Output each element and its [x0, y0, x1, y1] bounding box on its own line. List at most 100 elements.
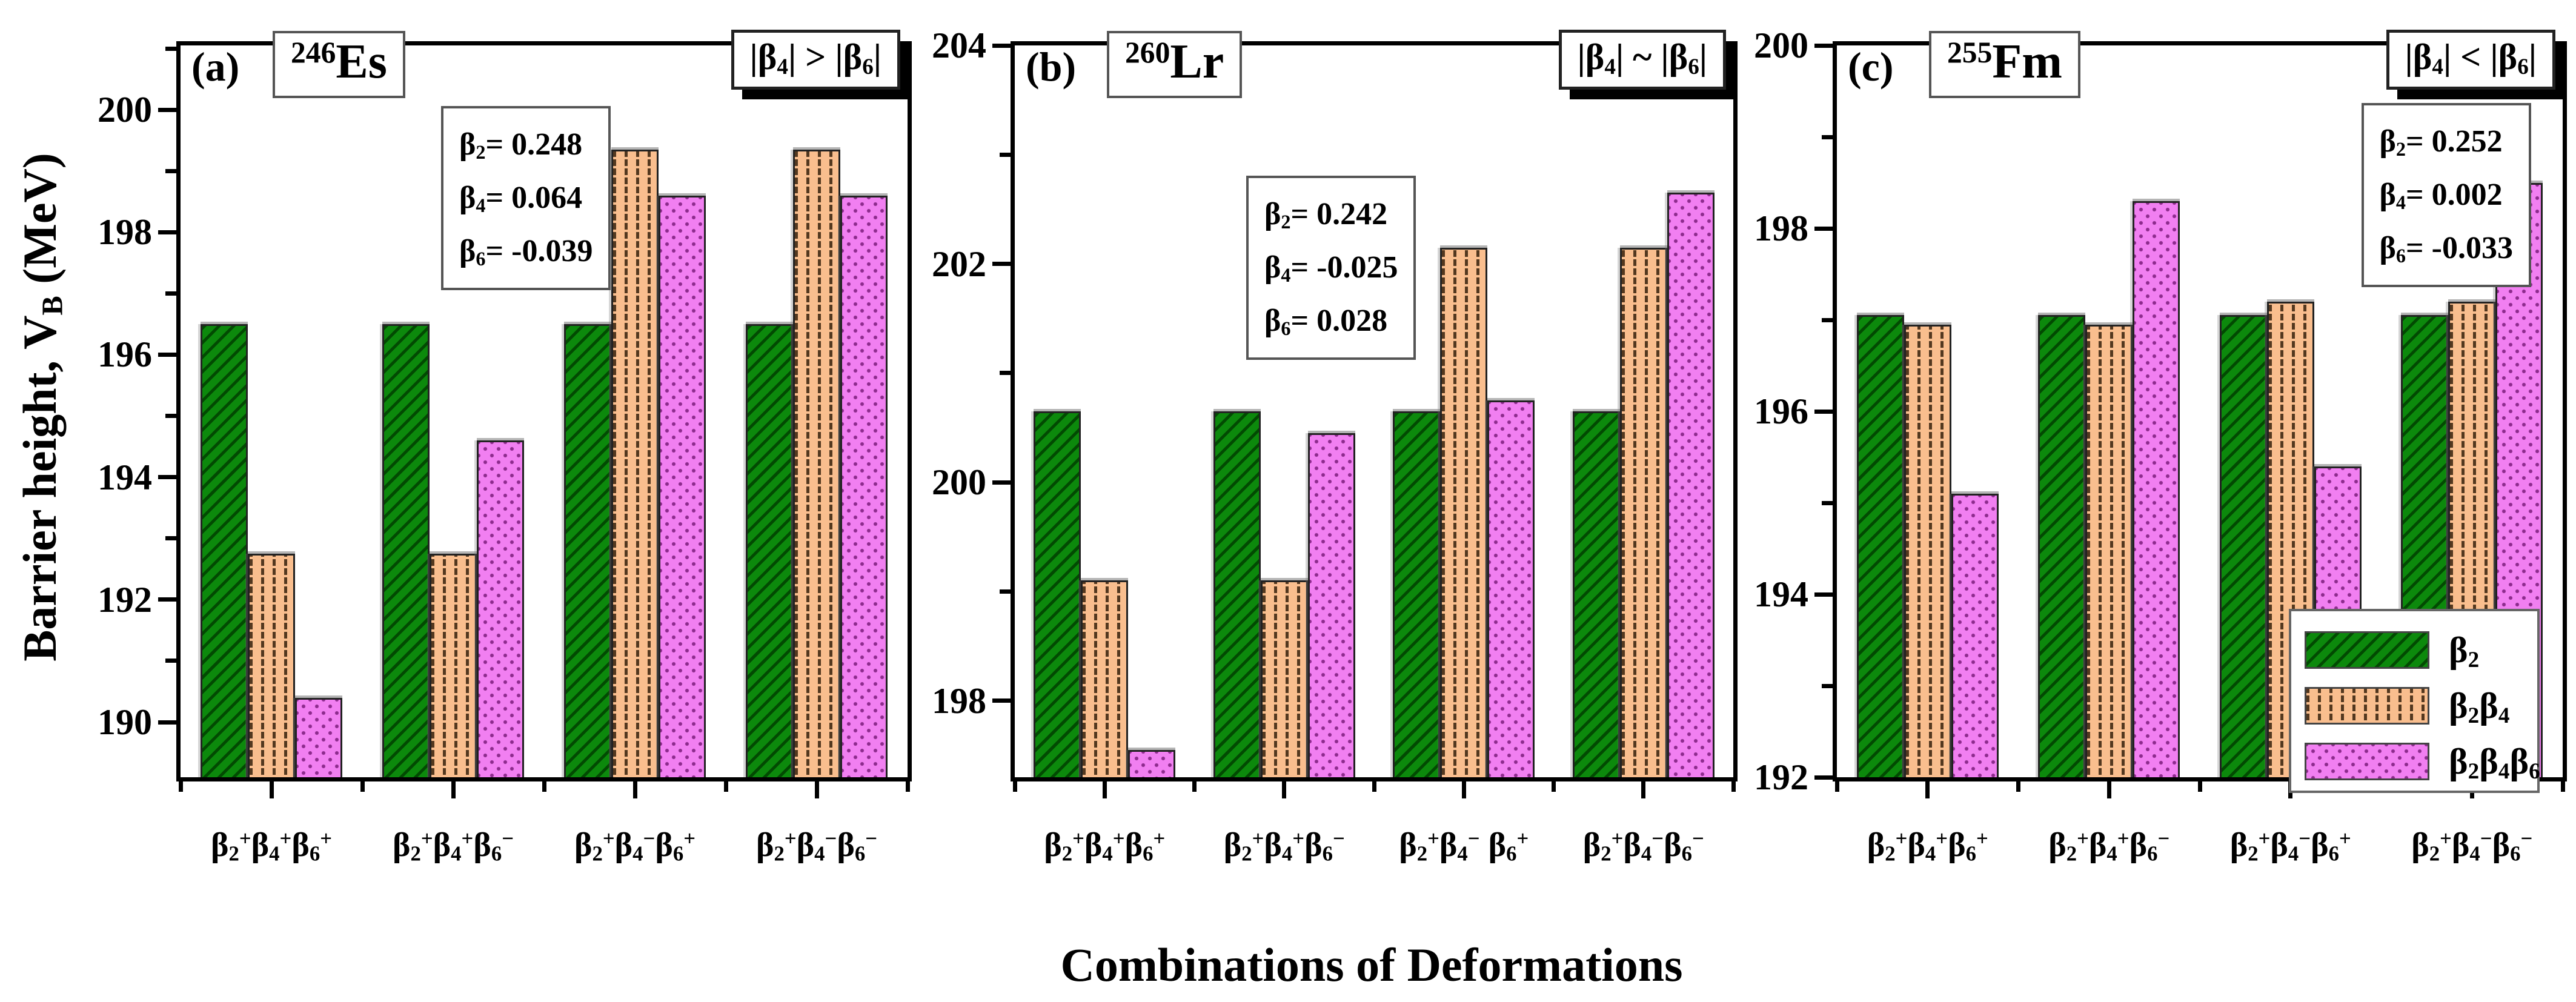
legend-label-2: β2β4 — [2449, 685, 2510, 728]
y-major-tick — [1814, 226, 1833, 231]
y-minor-tick — [1000, 152, 1011, 157]
y-tick-label: 204 — [932, 25, 986, 65]
x-category-tick — [1641, 781, 1646, 798]
y-major-tick — [1814, 592, 1833, 597]
bar-panelb-series3-group1 — [1128, 749, 1176, 777]
bar-panelc-series3-group2 — [2133, 201, 2180, 777]
x-boundary-tick — [1012, 781, 1017, 792]
legend-swatch-2 — [2305, 687, 2429, 725]
bar-panelb-series1-group3 — [1393, 411, 1441, 777]
x-category-label: β2+β4−β6+ — [2229, 826, 2351, 866]
legend-swatch-1 — [2305, 631, 2429, 669]
x-boundary-tick — [1552, 781, 1556, 792]
bar-panela-series2-group1 — [248, 554, 295, 777]
x-category-tick — [2106, 781, 2111, 798]
y-minor-tick — [1000, 371, 1011, 376]
panel-c-plot: 192 194 196 198 200 β2+β4+β6+ β2+β4+β6− β2+β4−β… — [1754, 25, 2567, 864]
x-category-tick — [451, 781, 456, 798]
y-major-tick — [158, 597, 176, 602]
x-boundary-tick — [1192, 781, 1197, 792]
bar-panelb-series1-group4 — [1572, 411, 1620, 777]
y-tick-label: 198 — [932, 680, 986, 721]
y-tick-label: 194 — [1754, 574, 1808, 614]
x-boundary-tick — [2197, 781, 2202, 792]
y-major-tick — [158, 720, 176, 725]
panel-b-plot: 198 200 202 204 β2+β4+β6+ β2+β4+β6− β2+β4− β6+… — [932, 25, 1738, 864]
x-category-tick — [1282, 781, 1287, 798]
condition-box-b: |β4| ~ |β6| — [1558, 30, 1726, 90]
legend-item-3: β2β4β6 — [2305, 734, 2540, 789]
x-boundary-tick — [2560, 781, 2565, 792]
legend: β2 β2β4 β2β4β6 — [2289, 609, 2540, 793]
x-category-label: β2+β4+β6− — [392, 826, 514, 866]
condition-box-a: |β4| > |β6| — [731, 30, 900, 90]
x-category-tick — [632, 781, 637, 798]
y-tick-label: 196 — [98, 334, 152, 375]
y-tick-label: 198 — [98, 212, 152, 253]
y-major-tick — [1814, 43, 1833, 48]
bar-panela-series1-group1 — [201, 323, 248, 777]
panel-label-c: (c) — [1848, 44, 1894, 90]
bar-panelb-series3-group4 — [1667, 193, 1715, 777]
legend-label-3: β2β4β6 — [2449, 741, 2540, 784]
y-minor-tick — [1000, 589, 1011, 594]
bar-panela-series1-group3 — [564, 323, 611, 777]
y-major-tick — [992, 262, 1011, 267]
y-minor-tick — [1822, 134, 1833, 139]
panel-label-a: (a) — [191, 44, 240, 90]
bar-panelb-series3-group3 — [1487, 400, 1535, 777]
x-boundary-tick — [1372, 781, 1376, 792]
bar-panela-series1-group2 — [382, 323, 430, 777]
x-boundary-tick — [178, 781, 183, 792]
bar-panelc-series1-group3 — [2219, 315, 2267, 777]
x-category-label: β2+β4−β6− — [1582, 826, 1704, 866]
x-category-label: β2+β4−β6− — [2411, 826, 2533, 866]
legend-swatch-3 — [2305, 743, 2429, 780]
y-tick-label: 196 — [1754, 391, 1808, 431]
legend-item-1: β2 — [2305, 622, 2537, 678]
y-major-tick — [158, 352, 176, 357]
y-minor-tick — [165, 168, 176, 173]
bar-panelb-series1-group2 — [1213, 411, 1261, 777]
y-axis-title: Barrier height, VB (MeV) — [13, 153, 69, 662]
bar-panela-series3-group1 — [295, 697, 342, 777]
bar-panela-series1-group4 — [746, 323, 793, 777]
y-tick-label: 200 — [98, 90, 152, 130]
x-category-label: β2+β4+β6− — [2048, 826, 2170, 866]
y-major-tick — [992, 480, 1011, 485]
y-minor-tick — [165, 659, 176, 663]
deformation-params-box-c: β2= 0.252 β4= 0.002 β6= -0.033 — [2361, 103, 2531, 287]
x-boundary-tick — [542, 781, 546, 792]
x-boundary-tick — [905, 781, 910, 792]
x-category-label: β2+β4+β6+ — [1867, 826, 1988, 866]
y-tick-label: 192 — [1754, 757, 1808, 797]
bar-panelc-series2-group2 — [2085, 324, 2133, 777]
condition-box-c: |β4| < |β6| — [2386, 30, 2555, 90]
legend-item-2: β2β4 — [2305, 678, 2537, 734]
y-major-tick — [992, 43, 1011, 48]
y-tick-label: 190 — [98, 702, 152, 743]
x-category-label: β2+β4+β6+ — [210, 826, 332, 866]
x-boundary-tick — [1834, 781, 1839, 792]
bar-panela-series2-group2 — [430, 554, 477, 777]
x-category-label: β2+β4+β6+ — [1044, 826, 1166, 866]
y-major-tick — [1814, 409, 1833, 414]
x-boundary-tick — [1731, 781, 1736, 792]
y-major-tick — [1814, 775, 1833, 780]
bar-panela-series2-group3 — [611, 149, 659, 777]
legend-label-1: β2 — [2449, 629, 2480, 672]
y-major-tick — [158, 475, 176, 480]
y-major-tick — [158, 230, 176, 234]
x-category-label: β2+β4− β6+ — [1399, 826, 1529, 866]
y-minor-tick — [165, 414, 176, 419]
isotope-box-b: 260Lr — [1107, 31, 1243, 98]
x-category-label: β2+β4−β6− — [755, 826, 877, 866]
y-minor-tick — [165, 46, 176, 51]
panel-label-b: (b) — [1026, 44, 1077, 90]
x-category-label: β2+β4+β6− — [1223, 826, 1345, 866]
y-minor-tick — [165, 536, 176, 541]
y-minor-tick — [1822, 317, 1833, 322]
bar-panela-series3-group2 — [477, 440, 524, 777]
bar-panelb-series2-group3 — [1440, 247, 1488, 777]
